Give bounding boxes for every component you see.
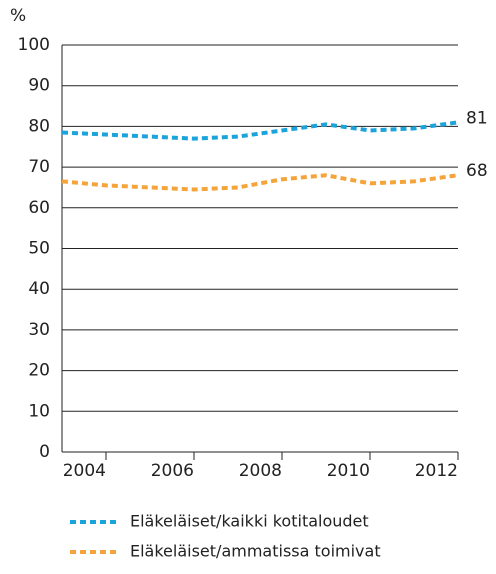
x-tick-label: 2010: [327, 461, 370, 481]
y-tick-label: 0: [39, 442, 50, 462]
y-tick-label: 20: [28, 361, 50, 381]
y-tick-label: 30: [28, 320, 50, 340]
y-tick-label: 80: [28, 116, 50, 136]
y-tick-label: 70: [28, 157, 50, 177]
y-tick-label: 90: [28, 76, 50, 96]
y-axis-label: %: [10, 6, 26, 26]
legend-label: Eläkeläiset/ammatissa toimivat: [130, 542, 381, 561]
x-tick-label: 2008: [239, 461, 282, 481]
y-tick-label: 100: [18, 35, 50, 55]
y-tick-label: 10: [28, 401, 50, 421]
y-tick-label: 40: [28, 279, 50, 299]
x-tick-label: 2006: [151, 461, 194, 481]
y-tick-label: 60: [28, 198, 50, 218]
legend: Eläkeläiset/kaikki kotitaloudet Eläkeläis…: [70, 512, 381, 561]
legend-label: Eläkeläiset/kaikki kotitaloudet: [130, 512, 369, 531]
series-line: [61, 173, 459, 192]
end-label: 81: [466, 108, 488, 128]
x-tick-label: 2004: [63, 461, 106, 481]
x-tick-label: 2012: [415, 461, 458, 481]
series-line: [61, 120, 459, 141]
end-label: 68: [466, 161, 488, 181]
y-tick-label: 50: [28, 239, 50, 259]
